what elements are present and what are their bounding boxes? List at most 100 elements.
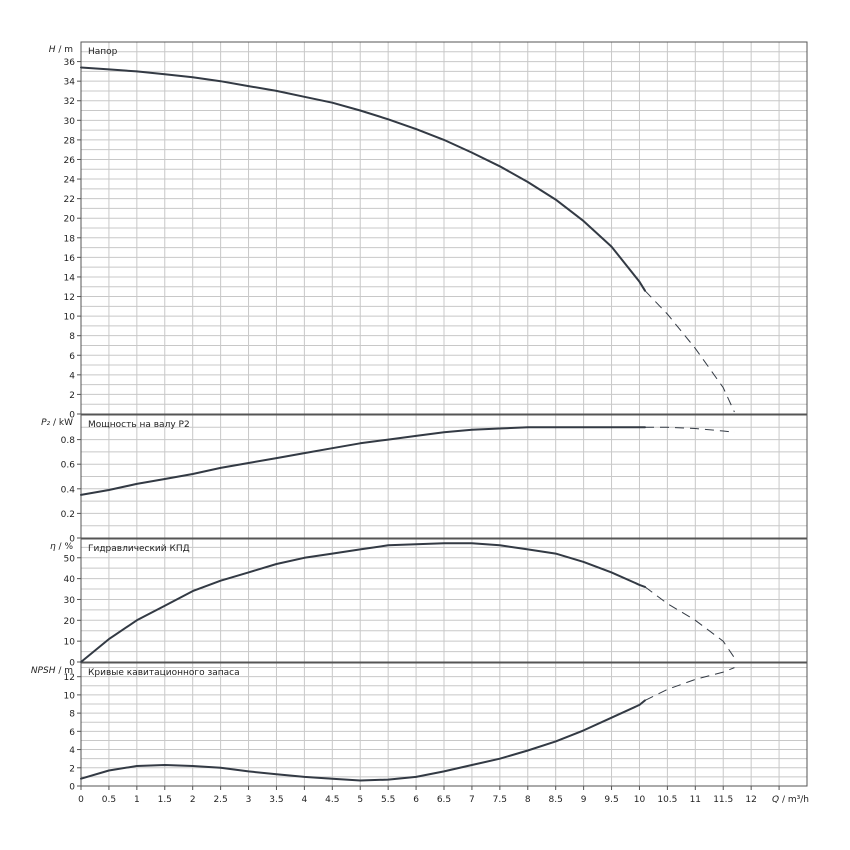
y-axis-unit: / % xyxy=(56,542,74,552)
data-point xyxy=(611,246,613,248)
data-point xyxy=(471,764,473,766)
panel-title: Напор xyxy=(88,47,118,57)
y-tick-label: 26 xyxy=(64,156,76,166)
data-point xyxy=(248,462,250,464)
data-point xyxy=(695,428,697,430)
y-tick-label: 32 xyxy=(64,97,75,107)
x-tick-label: 10 xyxy=(634,795,646,805)
data-point xyxy=(359,780,361,782)
series-line-dashed xyxy=(644,667,735,701)
x-tick-label: 1 xyxy=(134,795,140,805)
y-tick-label: 20 xyxy=(64,617,76,627)
y-axis-label: H / m xyxy=(49,45,73,55)
data-point xyxy=(722,671,724,673)
data-point xyxy=(471,429,473,431)
y-tick-label: 50 xyxy=(64,554,76,564)
data-point xyxy=(192,76,194,78)
x-axis-unit: / m³/h xyxy=(779,795,809,805)
y-tick-label: 4 xyxy=(69,371,75,381)
data-point xyxy=(555,199,557,201)
data-point xyxy=(387,119,389,121)
data-point xyxy=(136,765,138,767)
panel-3: 0 10 20 30 40 50 η / % Гидравлический КПД xyxy=(50,538,808,669)
data-point xyxy=(644,700,646,702)
data-point xyxy=(108,69,110,71)
y-tick-label: 34 xyxy=(64,78,76,88)
x-axis-label: Q / m³/h xyxy=(772,795,809,805)
y-tick-label: 20 xyxy=(64,215,76,225)
series-line-dashed xyxy=(645,426,735,433)
data-point xyxy=(192,473,194,475)
data-point xyxy=(136,620,138,622)
data-point xyxy=(527,427,529,429)
data-point xyxy=(164,605,166,607)
data-point xyxy=(304,452,306,454)
panel-2: 0 0.2 0.4 0.6 0.8 P₂ / kW Мощность на валу P2 xyxy=(41,414,808,545)
data-point xyxy=(583,427,585,429)
data-point xyxy=(667,427,669,429)
data-point xyxy=(415,435,417,437)
y-tick-label: 12 xyxy=(64,673,75,683)
data-point xyxy=(80,494,82,496)
data-point xyxy=(332,447,334,449)
data-point xyxy=(136,483,138,485)
x-tick-label: 8 xyxy=(525,795,531,805)
y-axis-symbol: H xyxy=(49,45,56,55)
panel-frame xyxy=(80,41,808,415)
data-point xyxy=(499,758,501,760)
y-axis-label: NPSH / m xyxy=(31,666,73,676)
y-tick-label: 0.4 xyxy=(61,485,76,495)
y-axis-unit: / kW xyxy=(50,418,73,428)
data-point xyxy=(248,85,250,87)
data-point xyxy=(108,489,110,491)
data-point xyxy=(639,584,641,586)
x-tick-label: 7.5 xyxy=(493,795,507,805)
data-point xyxy=(276,773,278,775)
x-tick-label: 2 xyxy=(190,795,196,805)
data-point xyxy=(471,152,473,154)
data-point xyxy=(611,427,613,429)
data-point xyxy=(80,778,82,780)
y-tick-label: 0.8 xyxy=(61,436,76,446)
y-tick-label: 0 xyxy=(69,411,75,421)
x-tick-label: 4.5 xyxy=(325,795,339,805)
y-tick-label: 2 xyxy=(69,764,75,774)
data-point xyxy=(359,549,361,551)
data-point xyxy=(304,557,306,559)
data-point xyxy=(220,580,222,582)
data-point xyxy=(499,545,501,547)
data-point xyxy=(527,549,529,551)
data-point xyxy=(332,553,334,555)
data-point xyxy=(639,281,641,283)
data-point xyxy=(722,640,724,642)
series-line-solid xyxy=(80,66,646,292)
series-line-solid xyxy=(80,542,646,663)
data-point xyxy=(583,730,585,732)
data-point xyxy=(734,667,736,669)
data-point xyxy=(387,439,389,441)
y-tick-label: 8 xyxy=(69,332,75,342)
y-tick-label: 10 xyxy=(64,691,76,701)
data-point xyxy=(527,750,529,752)
y-tick-label: 10 xyxy=(64,313,76,323)
data-point xyxy=(667,689,669,691)
y-tick-label: 0.6 xyxy=(61,461,76,471)
data-point xyxy=(276,563,278,565)
x-tick-label: 6 xyxy=(413,795,419,805)
x-tick-label: 5.5 xyxy=(381,795,395,805)
x-tick-label: 8.5 xyxy=(549,795,563,805)
data-point xyxy=(583,220,585,222)
series-line-dashed xyxy=(644,290,735,413)
x-tick-label: 9 xyxy=(581,795,587,805)
data-point xyxy=(108,638,110,640)
data-point xyxy=(583,561,585,563)
y-tick-label: 6 xyxy=(69,728,75,738)
panel-frame xyxy=(80,414,808,539)
y-tick-label: 4 xyxy=(69,746,75,756)
data-point xyxy=(639,427,641,429)
x-tick-label: 11.5 xyxy=(713,795,733,805)
data-point xyxy=(415,128,417,130)
data-point xyxy=(555,553,557,555)
x-tick-label: 6.5 xyxy=(437,795,451,805)
x-tick-label: 12 xyxy=(745,795,756,805)
